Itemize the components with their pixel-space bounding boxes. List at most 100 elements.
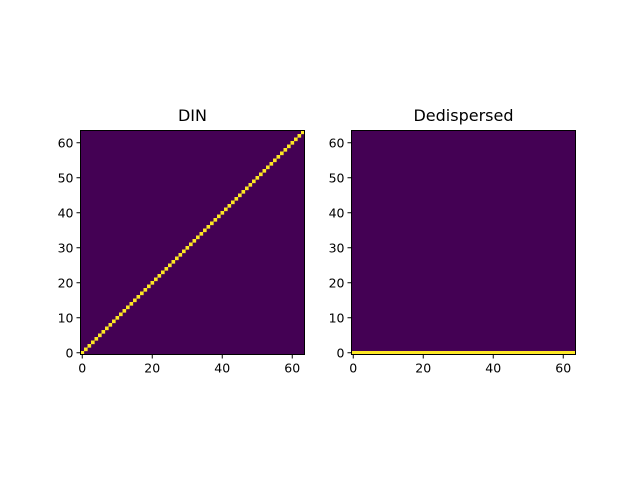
heatmap-cell <box>442 351 447 355</box>
y-tick-label: 50 <box>329 170 345 185</box>
y-tick-label: 0 <box>66 345 74 360</box>
heatmap-cell <box>537 351 541 355</box>
x-tick-label: 20 <box>415 361 431 376</box>
heatmap-cell <box>259 172 263 177</box>
heatmap-cell <box>446 351 450 355</box>
heatmap-cell <box>171 260 176 264</box>
heatmap-cell <box>182 249 186 254</box>
y-tick-label: 50 <box>58 170 74 185</box>
heatmap-cell <box>519 351 524 355</box>
heatmap-cell <box>112 319 116 324</box>
heatmap-cell <box>189 242 193 247</box>
heatmap-cell <box>561 351 566 355</box>
heatmap-cell <box>530 351 534 355</box>
heatmap-cell <box>365 351 370 355</box>
heatmap-cell <box>119 312 123 317</box>
heatmap-cell <box>192 239 197 243</box>
axes-frame <box>351 130 576 355</box>
heatmap-cell <box>533 351 538 355</box>
heatmap-cell <box>491 351 496 355</box>
heatmap-cell <box>248 183 253 187</box>
heatmap-cell <box>488 351 492 355</box>
heatmap-cell <box>362 351 366 355</box>
heatmap-cell <box>435 351 440 355</box>
heatmap-cell <box>397 351 401 355</box>
x-tick-label: 20 <box>144 361 160 376</box>
heatmap-cell <box>133 298 137 303</box>
chart-title: Dedispersed <box>413 106 513 125</box>
x-tick-label: 40 <box>485 361 501 376</box>
heatmap-cell <box>220 211 225 215</box>
heatmap-cell <box>544 351 548 355</box>
heatmap-cell <box>143 288 148 292</box>
heatmap-cell <box>355 351 359 355</box>
heatmap-cell <box>428 351 433 355</box>
y-tick-label: 10 <box>329 310 345 325</box>
heatmap-cell <box>400 351 405 355</box>
heatmap-cell <box>241 190 246 194</box>
heatmap-cell <box>283 148 288 152</box>
heatmap-cell <box>210 221 214 226</box>
heatmap-cell <box>91 340 95 345</box>
heatmap-cell <box>456 351 461 355</box>
heatmap-cell <box>266 165 270 170</box>
heatmap-cell <box>470 351 475 355</box>
heatmap-cell <box>369 351 373 355</box>
heatmap-cell <box>157 274 162 278</box>
heatmap-cell <box>115 316 120 320</box>
heatmap-cell <box>565 351 569 355</box>
heatmap-cell <box>421 351 426 355</box>
heatmap-cell <box>178 253 183 257</box>
y-tick-label: 20 <box>58 275 74 290</box>
heatmap-cell <box>175 256 179 261</box>
heatmap-cell <box>411 351 415 355</box>
y-tick-label: 30 <box>329 240 345 255</box>
heatmap-cell <box>460 351 464 355</box>
heatmap-cell <box>523 351 527 355</box>
heatmap-cell <box>439 351 443 355</box>
heatmap-cell <box>262 169 267 173</box>
heatmap-cell <box>372 351 377 355</box>
heatmap-cell <box>101 330 106 334</box>
heatmap-cell <box>449 351 454 355</box>
heatmap-background <box>351 130 576 355</box>
heatmap-cell <box>558 351 562 355</box>
heatmap-cell <box>224 207 228 212</box>
heatmap-cell <box>572 351 576 355</box>
heatmap-cell <box>161 270 165 275</box>
heatmap-cell <box>287 144 291 149</box>
heatmap-cell <box>414 351 419 355</box>
heatmap-cell <box>498 351 503 355</box>
heatmap-cell <box>351 351 356 355</box>
heatmap-cell <box>404 351 408 355</box>
heatmap-cell <box>168 263 172 268</box>
heatmap-cell <box>425 351 429 355</box>
heatmap-cell <box>376 351 380 355</box>
y-tick-label: 60 <box>58 135 74 150</box>
axes-frame <box>80 130 305 355</box>
x-tick-label: 60 <box>284 361 300 376</box>
heatmap-cell <box>467 351 471 355</box>
heatmap-cell <box>568 351 573 355</box>
heatmap-cell <box>98 333 102 338</box>
heatmap-cell <box>122 309 127 313</box>
heatmap-cell <box>203 228 207 233</box>
heatmap-cell <box>280 151 284 156</box>
heatmap-cell <box>502 351 506 355</box>
heatmap-cell <box>463 351 468 355</box>
heatmap-cell <box>136 295 141 299</box>
y-tick-label: 10 <box>58 310 74 325</box>
heatmap-cell <box>94 337 99 341</box>
heatmap-cell <box>358 351 363 355</box>
heatmap-cell <box>393 351 398 355</box>
heatmap-cell <box>234 197 239 201</box>
chart-title: DIN <box>178 106 207 125</box>
heatmap-cell <box>126 305 130 310</box>
heatmap-cell <box>509 351 513 355</box>
heatmap-cell <box>199 232 204 236</box>
heatmap-cell <box>87 344 92 348</box>
y-tick-label: 60 <box>329 135 345 150</box>
heatmap-cell <box>481 351 485 355</box>
heatmap-cell <box>269 162 274 166</box>
